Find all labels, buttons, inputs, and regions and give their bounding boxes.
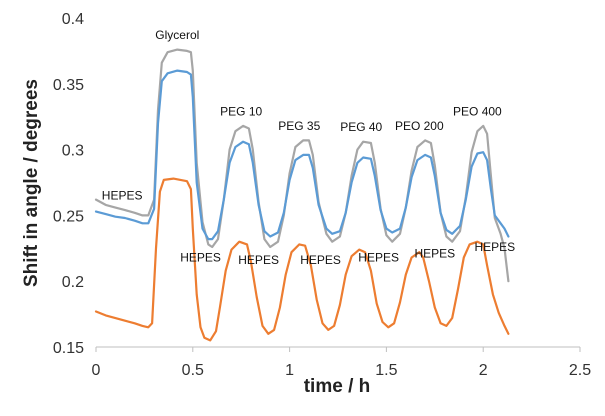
x-tick-label: 0.5: [182, 362, 204, 379]
annotation-label: HEPES: [358, 250, 399, 264]
annotation-label: HEPES: [474, 240, 515, 254]
annotation-label: HEPES: [300, 253, 341, 267]
y-tick-label: 0.4: [62, 11, 84, 28]
series-line-1: [94, 48, 510, 283]
x-tick-label: 2.5: [569, 362, 591, 379]
annotation-label: HEPES: [180, 250, 221, 264]
axes: 0 0.5 1 1.5 2 2.5 0.15 0.2 0.25 0.3 0.35 0.4: [53, 11, 591, 379]
y-tick-label: 0.35: [53, 77, 84, 94]
annotation-label: PEG 35: [278, 119, 320, 133]
y-axis-title: Shift in angle / degrees: [21, 79, 42, 287]
annotation-label: HEPES: [102, 189, 143, 203]
series-line-3: [94, 177, 510, 342]
x-tick-label: 1.5: [375, 362, 397, 379]
annotations: Glycerol HEPES PEG 10 PEG 35 PEG 40 PEO 200 PE…: [102, 28, 515, 267]
annotation-label: PEG 40: [340, 120, 382, 134]
series-line-2: [94, 69, 510, 241]
annotation-label: Glycerol: [155, 28, 199, 42]
y-tick-label: 0.2: [62, 274, 84, 291]
x-tick-label: 1: [285, 362, 294, 379]
annotation-label: PEO 200: [395, 119, 444, 133]
y-tick-label: 0.15: [53, 340, 84, 357]
annotation-label: HEPES: [238, 253, 279, 267]
x-axis-title: time / h: [304, 376, 371, 397]
annotation-label: PEG 10: [220, 104, 262, 118]
x-tick-label: 2: [479, 362, 488, 379]
annotation-label: HEPES: [414, 247, 455, 261]
series-layer: [94, 48, 510, 342]
y-tick-label: 0.3: [62, 143, 84, 160]
x-tick-label: 0: [92, 362, 101, 379]
annotation-label: PEO 400: [453, 104, 502, 118]
y-tick-label: 0.25: [53, 208, 84, 225]
